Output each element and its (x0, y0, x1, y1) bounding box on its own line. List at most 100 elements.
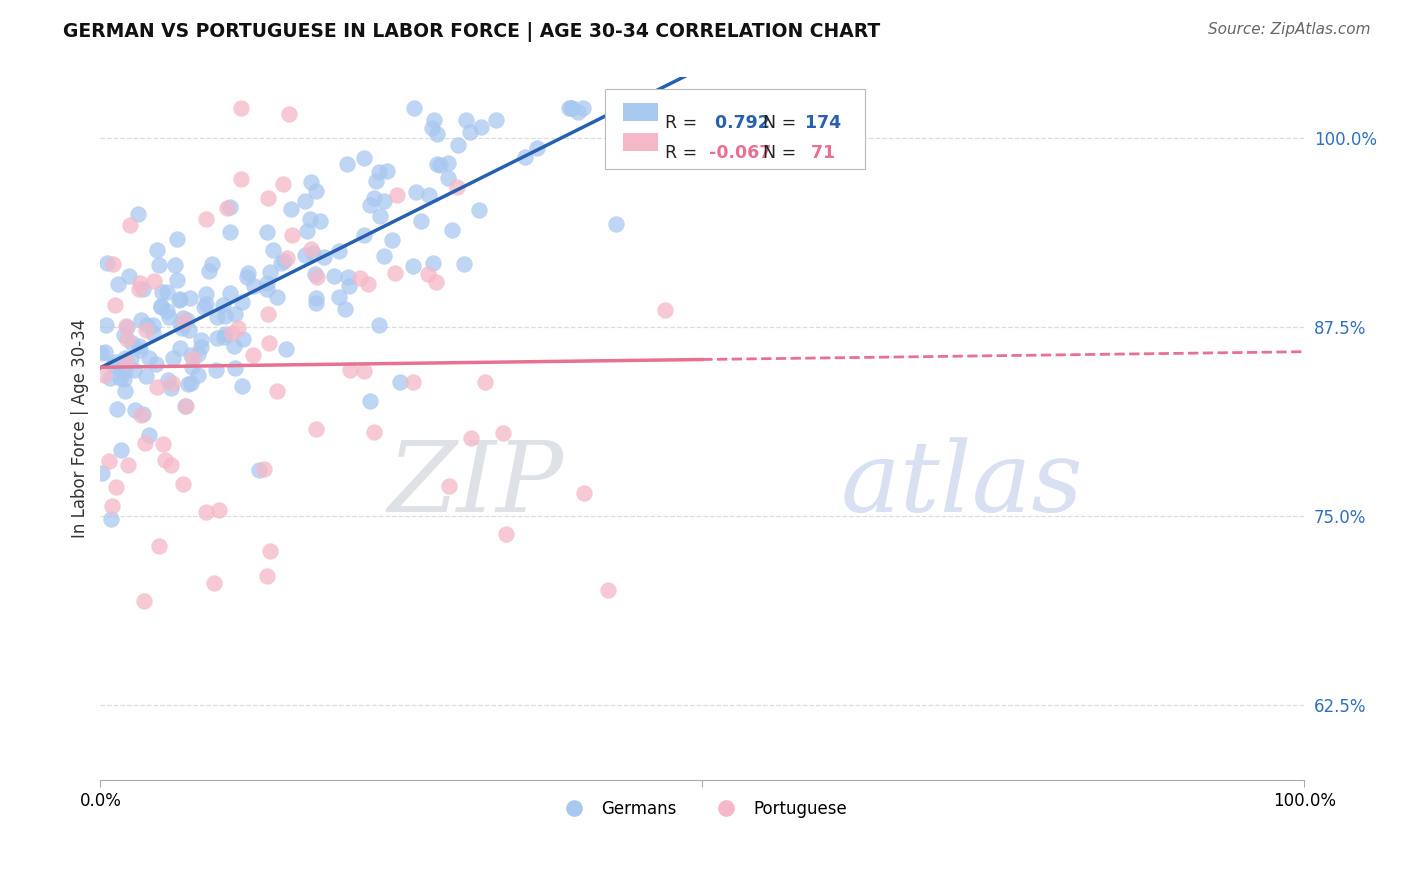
Point (132, 407, 155, 421)
Point (143, 274, 166, 288)
Point (160, 376, 183, 390)
Point (111, 363, 134, 377)
Point (259, 336, 281, 351)
Point (194, 211, 217, 226)
Point (363, 191, 385, 205)
Point (231, 378, 253, 392)
Point (110, 443, 132, 458)
Point (208, 502, 231, 516)
Point (763, 101, 786, 115)
Point (429, 157, 451, 171)
Point (135, 323, 157, 337)
Text: Source: ZipAtlas.com: Source: ZipAtlas.com (1208, 22, 1371, 37)
Point (274, 342, 297, 356)
Point (349, 271, 371, 285)
Point (294, 248, 316, 262)
Point (388, 375, 411, 389)
Point (96, 255, 118, 269)
Point (596, 582, 619, 597)
Point (561, 101, 583, 115)
Point (266, 384, 288, 398)
Point (91, 466, 114, 480)
Point (574, 486, 596, 500)
Point (368, 318, 391, 333)
Point (218, 200, 240, 214)
Point (418, 188, 440, 202)
Point (107, 277, 129, 292)
Point (363, 425, 385, 440)
Point (436, 170, 458, 185)
Point (453, 257, 475, 271)
Point (609, 103, 631, 117)
Point (669, 101, 692, 115)
Point (187, 347, 209, 361)
Text: N =: N = (763, 144, 797, 161)
Point (526, 141, 548, 155)
Point (405, 186, 427, 200)
Point (169, 292, 191, 306)
Point (98, 371, 121, 385)
Point (441, 223, 464, 237)
Point (226, 321, 249, 335)
Point (259, 544, 281, 558)
Point (224, 360, 246, 375)
Y-axis label: In Labor Force | Age 30-34: In Labor Force | Age 30-34 (72, 319, 89, 539)
Point (446, 180, 468, 194)
Point (294, 194, 316, 209)
Point (221, 326, 243, 340)
Point (460, 431, 482, 445)
Point (176, 312, 198, 326)
Point (105, 402, 128, 417)
Text: atlas: atlas (841, 437, 1084, 533)
Point (314, 250, 336, 264)
Point (169, 293, 191, 307)
Point (132, 281, 155, 295)
Point (305, 296, 328, 310)
Point (152, 437, 174, 451)
Point (353, 228, 375, 243)
Point (101, 499, 124, 513)
Point (120, 351, 142, 366)
Text: GERMAN VS PORTUGUESE IN LABOR FORCE | AGE 30-34 CORRELATION CHART: GERMAN VS PORTUGUESE IN LABOR FORCE | AG… (63, 22, 880, 42)
Point (222, 339, 245, 353)
Point (90, 345, 112, 359)
Point (305, 291, 328, 305)
Point (108, 371, 131, 385)
Point (180, 376, 202, 391)
Point (235, 269, 257, 284)
Point (138, 427, 160, 442)
Point (165, 259, 187, 273)
Point (194, 286, 217, 301)
Text: 71: 71 (799, 144, 835, 161)
Point (384, 266, 406, 280)
Point (420, 121, 443, 136)
Point (373, 194, 395, 209)
Point (242, 348, 264, 362)
Point (353, 364, 375, 378)
Point (146, 243, 169, 257)
Point (187, 368, 209, 383)
Point (232, 332, 254, 346)
Point (422, 113, 444, 128)
Point (256, 225, 278, 239)
Point (458, 125, 481, 139)
Point (256, 191, 278, 205)
Point (172, 477, 194, 491)
Point (654, 302, 676, 317)
Text: 174: 174 (799, 113, 841, 132)
Point (276, 251, 298, 265)
Point (402, 101, 425, 115)
Point (205, 331, 228, 345)
Point (149, 301, 172, 315)
Point (195, 505, 218, 519)
Point (422, 256, 444, 270)
Point (305, 185, 328, 199)
Point (515, 150, 537, 164)
Point (177, 323, 200, 337)
Point (198, 264, 221, 278)
Point (190, 340, 212, 354)
Point (231, 172, 253, 186)
Point (236, 266, 259, 280)
Point (142, 326, 165, 340)
Point (229, 101, 252, 115)
